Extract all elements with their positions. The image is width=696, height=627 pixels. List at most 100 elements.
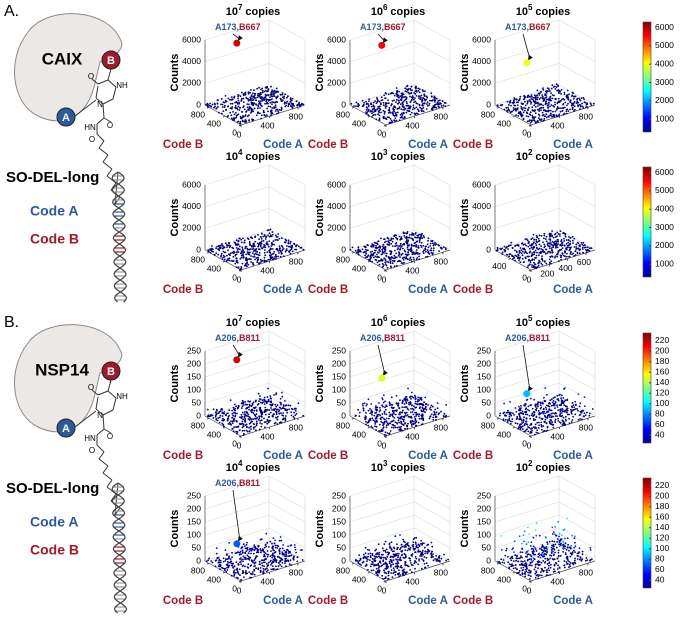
background-point	[548, 402, 550, 405]
b-tick-label: 800	[191, 254, 205, 264]
background-point	[249, 244, 251, 247]
background-point	[576, 100, 579, 103]
a-tick-label: 0	[382, 129, 387, 139]
background-point	[413, 101, 415, 104]
background-point	[275, 247, 278, 250]
atom-label: O	[88, 383, 94, 392]
background-point	[378, 407, 381, 409]
background-point	[506, 100, 509, 103]
background-point	[367, 555, 369, 558]
background-point	[421, 100, 423, 103]
background-point	[524, 413, 527, 416]
background-point	[276, 544, 278, 547]
background-point	[257, 551, 260, 554]
background-point	[569, 99, 572, 101]
background-point	[228, 246, 231, 249]
background-point	[521, 242, 524, 245]
background-point	[270, 568, 273, 571]
background-point	[234, 106, 237, 109]
background-point	[567, 241, 570, 244]
background-point	[552, 426, 555, 429]
background-point	[390, 426, 393, 429]
background-point	[276, 96, 279, 98]
background-point	[357, 251, 360, 254]
background-point	[378, 430, 380, 432]
background-point	[407, 387, 409, 390]
background-point	[538, 118, 541, 121]
background-point	[222, 254, 225, 257]
background-point	[253, 544, 256, 546]
background-point	[216, 419, 219, 422]
background-point	[499, 414, 501, 417]
background-point	[277, 565, 280, 568]
background-point	[419, 106, 422, 109]
background-point	[551, 249, 553, 251]
background-point	[246, 261, 248, 264]
z-tick-label: 50	[192, 397, 202, 407]
background-point	[359, 249, 361, 252]
background-point	[413, 242, 416, 245]
background-point	[535, 244, 538, 247]
background-point	[366, 403, 368, 405]
panel-title: 102 copies	[516, 148, 571, 163]
background-point	[581, 248, 584, 250]
background-point	[530, 98, 533, 100]
background-point	[266, 98, 269, 101]
background-point	[366, 244, 368, 246]
background-point	[223, 256, 226, 258]
background-point	[537, 427, 540, 429]
background-point	[507, 411, 510, 414]
background-point	[519, 98, 521, 100]
background-point	[399, 566, 402, 569]
background-point	[375, 102, 378, 105]
title-unit: copies	[245, 317, 280, 329]
background-point	[536, 421, 539, 424]
grid-line	[204, 63, 306, 84]
background-point	[275, 405, 278, 408]
background-point	[279, 564, 281, 566]
background-point	[281, 249, 284, 252]
a-tick-label: 800	[289, 567, 303, 577]
background-point	[268, 240, 271, 243]
panel-title: 105 copies	[516, 314, 571, 329]
background-point	[531, 243, 534, 246]
background-point	[507, 106, 509, 109]
background-point	[404, 236, 407, 239]
background-point	[409, 396, 411, 399]
bond	[103, 117, 112, 123]
background-point	[520, 407, 522, 410]
background-point	[254, 249, 257, 252]
background-point	[357, 246, 360, 249]
background-point	[399, 244, 402, 247]
hit-point	[378, 374, 386, 382]
background-point	[559, 235, 561, 237]
background-point	[530, 121, 533, 123]
background-point	[233, 411, 235, 414]
background-point	[230, 420, 233, 423]
hit-arrowhead	[527, 54, 533, 61]
background-point	[514, 422, 517, 425]
background-point	[215, 559, 218, 562]
z-tick-label: 200	[187, 503, 201, 513]
background-point	[572, 415, 574, 418]
background-point	[398, 259, 401, 262]
background-point	[396, 552, 398, 555]
background-point	[263, 233, 266, 236]
background-point	[350, 102, 353, 105]
background-point	[429, 415, 432, 418]
colorbar-tick-label: 2000	[655, 240, 674, 250]
background-point	[254, 252, 257, 255]
background-point	[434, 558, 436, 560]
background-point	[563, 421, 566, 424]
background-point	[218, 416, 221, 419]
background-point	[408, 236, 411, 239]
background-point	[233, 117, 236, 120]
hit-point	[378, 41, 386, 49]
background-point	[578, 244, 581, 247]
background-point	[373, 414, 376, 417]
background-point	[563, 404, 566, 406]
background-point	[392, 406, 395, 409]
background-point	[276, 547, 279, 549]
bond	[112, 397, 117, 411]
background-point	[396, 543, 398, 546]
